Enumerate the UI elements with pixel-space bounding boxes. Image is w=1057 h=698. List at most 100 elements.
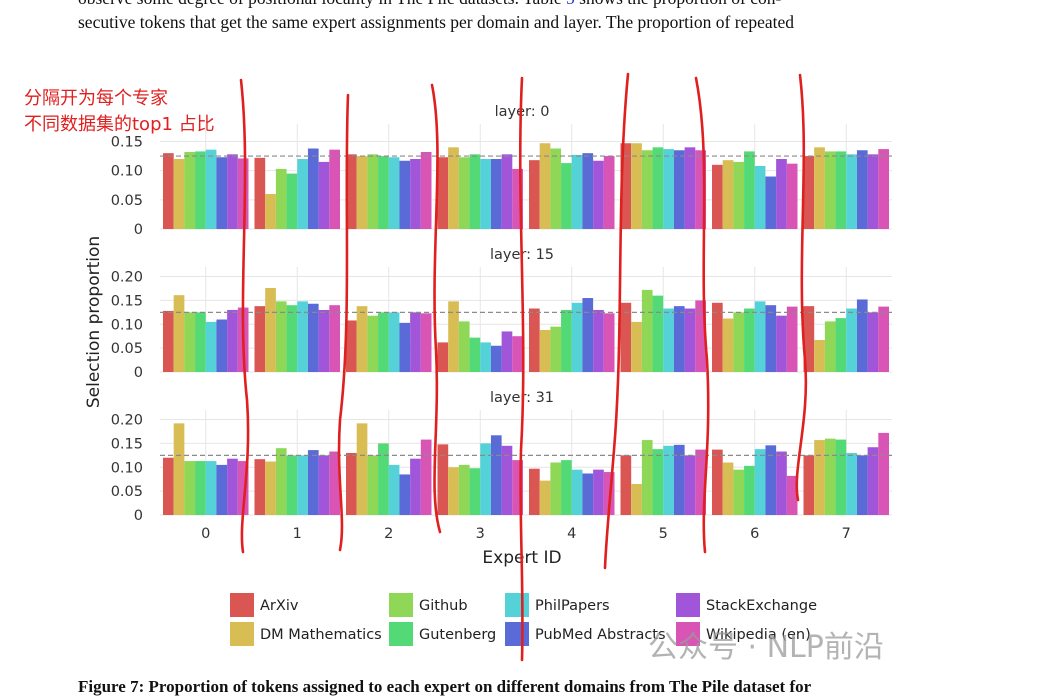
bar [582, 298, 594, 372]
bar [307, 303, 319, 372]
legend-swatch [676, 593, 700, 617]
bar [501, 445, 513, 515]
bar [684, 455, 696, 515]
bar [254, 306, 266, 372]
bar [173, 295, 185, 372]
bar [254, 157, 266, 229]
annotation-separator-lines [239, 72, 808, 662]
bar [878, 432, 889, 515]
bar [593, 309, 604, 372]
bar [367, 154, 379, 229]
bar [318, 161, 330, 229]
bar [237, 158, 249, 229]
bar [867, 154, 879, 229]
legend-item: DM Mathematics [230, 622, 382, 646]
bar [814, 440, 825, 515]
legend-item: PubMed Abstracts [505, 622, 666, 646]
bar [458, 157, 470, 229]
bar [420, 313, 432, 372]
bar [329, 149, 340, 229]
bar [286, 455, 298, 515]
bar [195, 461, 206, 515]
bar [652, 147, 664, 229]
separator-line [430, 83, 442, 534]
bar [652, 449, 664, 515]
bar [867, 447, 879, 515]
bar [620, 143, 632, 229]
bar [571, 302, 583, 372]
bar [631, 143, 642, 229]
bar [297, 301, 308, 372]
table-reference-link[interactable]: 5 [566, 0, 575, 8]
bar [846, 308, 857, 372]
bar [663, 308, 674, 372]
bar [878, 306, 889, 372]
y-tick-label: 0.10 [111, 317, 143, 333]
bar [673, 444, 685, 515]
bar [205, 321, 217, 372]
bar [501, 331, 513, 372]
bar [458, 464, 470, 515]
bar [329, 451, 340, 515]
bar [846, 452, 857, 515]
legend-label: PubMed Abstracts [535, 627, 666, 643]
bar [641, 440, 653, 515]
bar [744, 308, 755, 372]
y-tick-label: 0.10 [111, 164, 143, 180]
bar [765, 176, 777, 229]
bar [673, 306, 685, 372]
legend-label: Gutenberg [419, 627, 496, 643]
bar [490, 159, 502, 229]
body-text-line-1-end: shows the proportion of con- [575, 0, 781, 8]
bar [318, 455, 330, 515]
bar [227, 458, 238, 515]
bar [803, 455, 815, 515]
legend-label: DM Mathematics [260, 627, 382, 643]
bar [512, 460, 523, 515]
legend-label: Github [419, 598, 468, 614]
bar [163, 310, 174, 372]
bar [286, 305, 298, 372]
bar [458, 321, 470, 372]
bar [835, 439, 847, 515]
bar [754, 301, 766, 372]
y-tick-label: 0.05 [111, 484, 143, 500]
bar [286, 173, 298, 229]
bar [275, 448, 287, 515]
x-tick-label: 2 [384, 526, 393, 542]
y-tick-label: 0 [134, 222, 143, 238]
bar [195, 312, 206, 372]
bar [399, 474, 411, 515]
legend-swatch [505, 593, 529, 617]
bar [814, 147, 825, 229]
x-tick-label: 0 [201, 526, 210, 542]
bar [437, 157, 449, 229]
bar [297, 159, 308, 229]
bar [803, 306, 815, 372]
bar [733, 312, 745, 372]
y-axis-label: Selection proportion [84, 236, 104, 408]
bar [512, 168, 523, 229]
bar [754, 449, 766, 515]
bar [490, 345, 502, 372]
bar [378, 443, 389, 515]
bar [216, 464, 228, 515]
bar [388, 312, 400, 372]
bar [378, 156, 389, 229]
body-text-line-2: secutive tokens that get the same expert… [78, 12, 794, 32]
bar [824, 321, 836, 372]
legend-item: PhilPapers [505, 593, 610, 617]
bar [733, 469, 745, 515]
bar [469, 154, 481, 229]
bar [561, 163, 572, 229]
bar [722, 462, 734, 515]
bar [329, 305, 340, 372]
legend-item: Github [389, 593, 468, 617]
bar [765, 445, 777, 515]
x-tick-label: 7 [842, 526, 851, 542]
bar [410, 312, 421, 372]
y-tick-label: 0.15 [111, 293, 143, 309]
bar [420, 439, 432, 515]
legend-swatch [389, 593, 413, 617]
bar [620, 302, 632, 372]
